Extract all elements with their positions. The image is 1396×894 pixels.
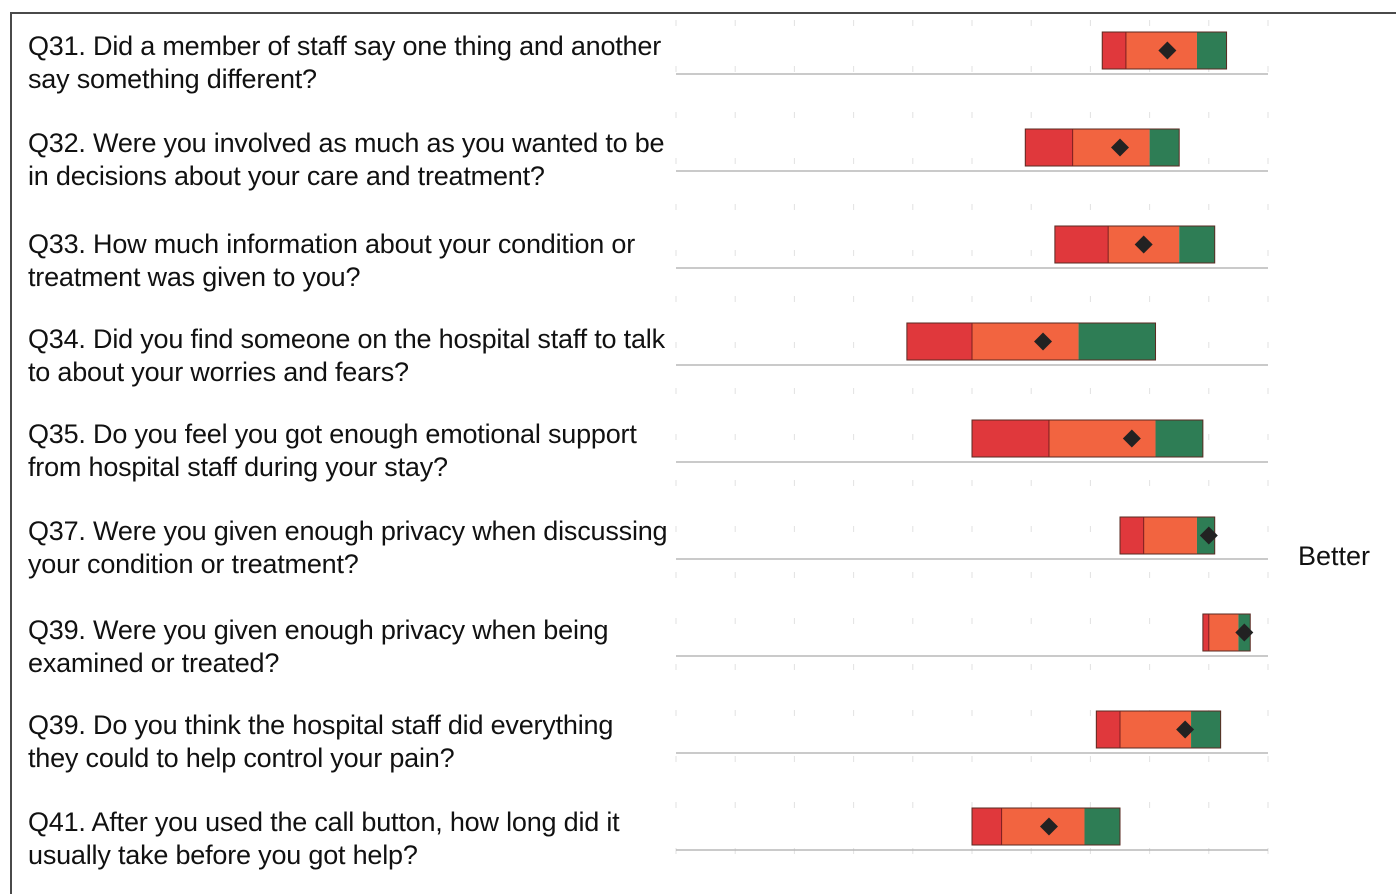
top-border <box>10 12 1396 14</box>
score-marker <box>1134 235 1153 254</box>
left-border <box>10 12 12 894</box>
score-marker <box>1158 41 1177 60</box>
range-segment-better <box>1155 420 1203 457</box>
question-label: Q31. Did a member of staff say one thing… <box>28 31 661 94</box>
range-segment-worse <box>1096 711 1120 748</box>
range-bar-outline <box>1024 128 1180 167</box>
range-segment-worse <box>972 808 1002 845</box>
question-label: Q33. How much information about your con… <box>28 229 636 292</box>
better-annotation: Better <box>1298 541 1371 571</box>
score-marker <box>1111 138 1129 157</box>
range-segment-worse <box>972 420 1049 457</box>
question-label: Q34. Did you find someone on the hospita… <box>28 324 665 387</box>
question-label: Q37. Were you given enough privacy when … <box>28 516 668 579</box>
score-marker <box>1034 332 1053 351</box>
score-marker <box>1235 623 1254 642</box>
question-label: Q39. Do you think the hospital staff did… <box>28 710 614 773</box>
score-marker <box>1122 429 1141 448</box>
range-bar-outline <box>1101 31 1228 70</box>
range-segment-better <box>1078 323 1156 360</box>
range-segment-middle <box>972 323 1079 360</box>
range-segment-better <box>1179 226 1215 263</box>
score-marker <box>1199 526 1218 545</box>
question-label: Q32. Were you involved as much as you wa… <box>28 128 665 191</box>
range-segment-better <box>1084 808 1120 845</box>
score-marker <box>1176 720 1195 739</box>
range-segment-better <box>1149 129 1180 166</box>
range-segment-worse <box>1054 226 1109 263</box>
range-bar-outline <box>1054 225 1216 264</box>
range-segment-better <box>1196 32 1227 69</box>
range-segment-worse <box>1025 129 1073 166</box>
range-segment-worse <box>906 323 972 360</box>
range-bar-outline <box>1095 710 1222 749</box>
range-bar-outline <box>971 419 1204 458</box>
range-segment-worse <box>1202 614 1209 651</box>
question-label: Q39. Were you given enough privacy when … <box>28 615 609 678</box>
range-segment-middle <box>1208 614 1239 651</box>
question-label: Q35. Do you feel you got enough emotiona… <box>28 419 637 482</box>
score-marker <box>1039 817 1058 836</box>
range-segment-better <box>1191 711 1221 748</box>
range-segment-middle <box>1143 517 1197 554</box>
range-bar-outline <box>971 807 1121 846</box>
range-segment-worse <box>1120 517 1144 554</box>
range-bar-outline <box>906 322 1157 361</box>
question-label: Q41. After you used the call button, how… <box>28 807 620 870</box>
range-segment-worse <box>1102 32 1126 69</box>
